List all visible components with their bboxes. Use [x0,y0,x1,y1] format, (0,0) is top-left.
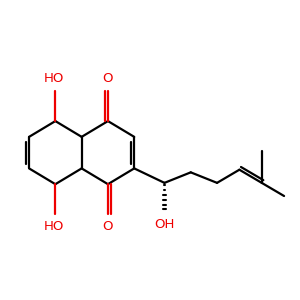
Text: O: O [103,220,113,233]
Text: HO: HO [44,72,64,85]
Text: OH: OH [154,218,175,231]
Text: O: O [103,72,113,85]
Text: HO: HO [44,220,64,233]
